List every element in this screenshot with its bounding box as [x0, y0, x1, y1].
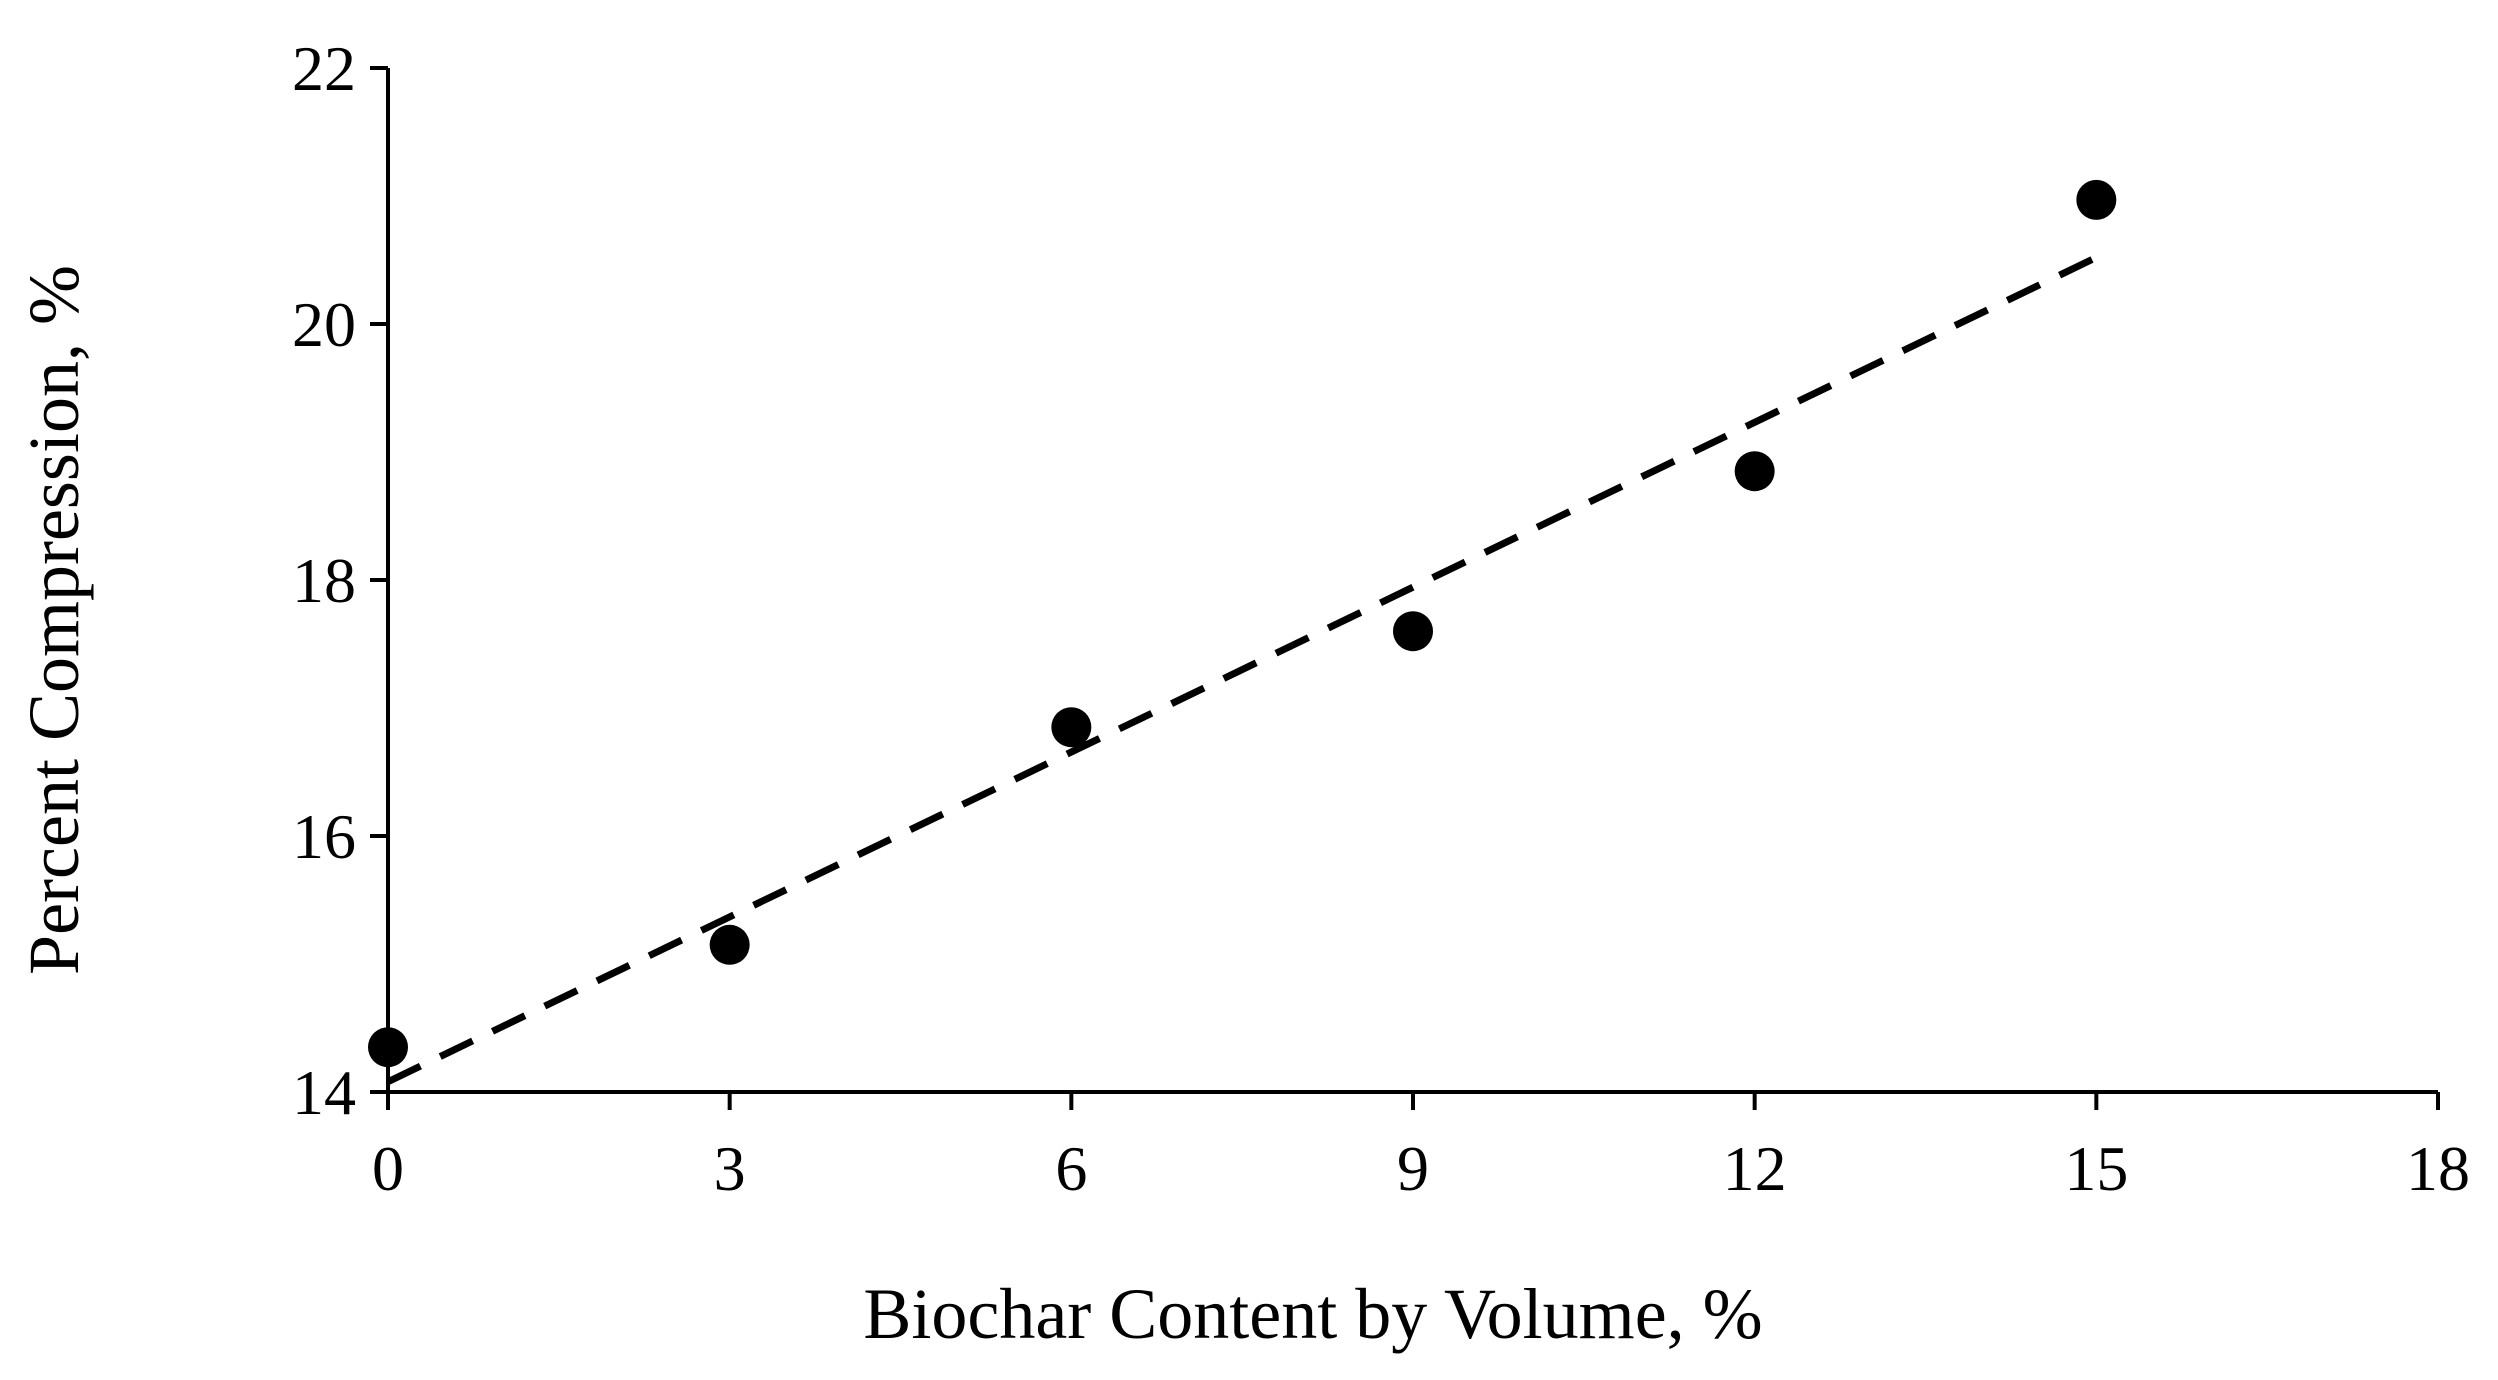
- y-tick-label: 16: [292, 801, 356, 872]
- y-tick-label: 20: [292, 289, 356, 360]
- data-point: [1051, 707, 1092, 748]
- x-tick-label: 15: [2064, 1133, 2128, 1204]
- x-axis-title: Biochar Content by Volume, %: [863, 1274, 1762, 1354]
- x-tick-label: 0: [372, 1133, 404, 1204]
- data-point: [1734, 451, 1775, 492]
- x-axis-ticks: 0 3 6 9 12 15 18: [372, 1092, 2470, 1204]
- y-tick-label: 14: [292, 1057, 356, 1128]
- y-tick-label: 22: [292, 33, 356, 104]
- data-point: [368, 1027, 408, 1068]
- y-axis-title: Percent Compression, %: [14, 265, 94, 975]
- x-tick-label: 6: [1055, 1133, 1087, 1204]
- trendline: [386, 254, 2098, 1085]
- x-tick-label: 9: [1397, 1133, 1429, 1204]
- data-point: [709, 924, 750, 965]
- x-tick-label: 18: [2406, 1133, 2470, 1204]
- data-point: [2076, 179, 2117, 220]
- data-point: [1393, 611, 1433, 652]
- y-tick-label: 18: [292, 545, 356, 616]
- data-points: [368, 179, 2117, 1068]
- x-tick-label: 3: [714, 1133, 746, 1204]
- plot-area: 14 16 18 20 22 0 3 6 9 12 15 18: [292, 33, 2470, 1204]
- y-axis-ticks: 14 16 18 20 22: [292, 33, 388, 1128]
- x-tick-label: 12: [1723, 1133, 1787, 1204]
- trendline-group: [386, 254, 2098, 1085]
